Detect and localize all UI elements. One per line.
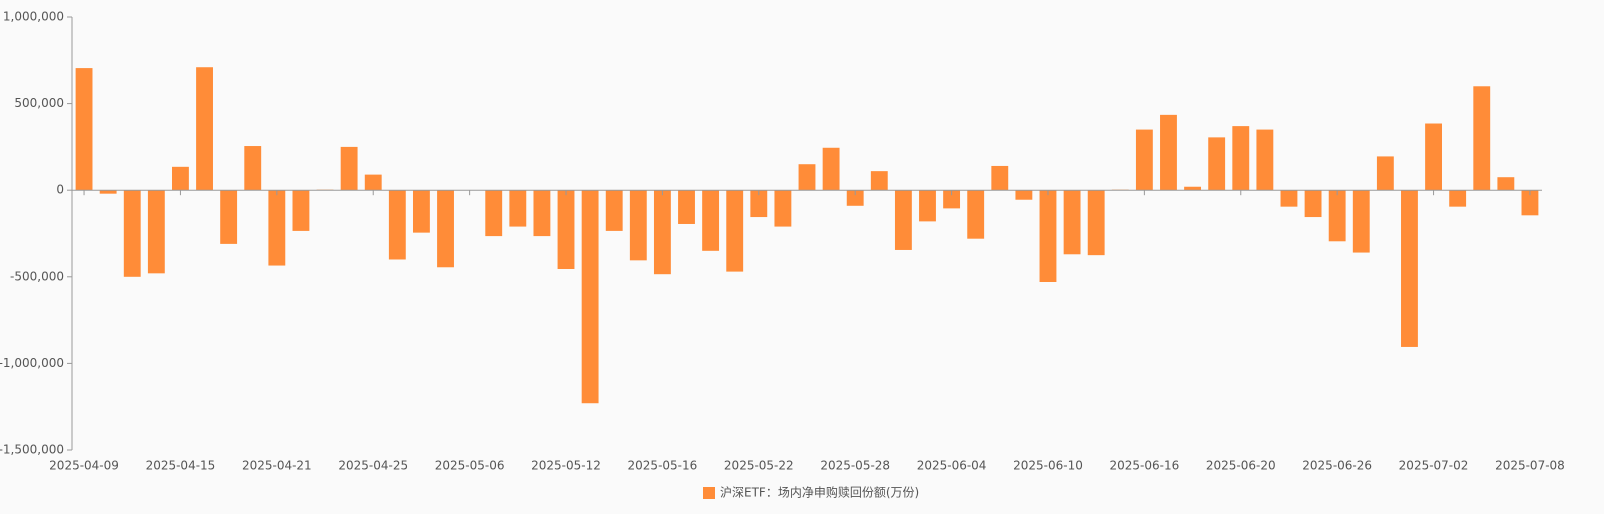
bar xyxy=(268,190,286,266)
bar xyxy=(292,190,310,231)
x-tick-label: 2025-04-21 xyxy=(242,459,312,473)
bar xyxy=(1063,190,1081,255)
bar xyxy=(220,190,238,244)
bar xyxy=(244,146,262,191)
bar xyxy=(605,190,623,231)
bar xyxy=(1135,129,1153,191)
bar xyxy=(412,190,430,233)
bar xyxy=(1425,123,1442,191)
x-tick-label: 2025-05-12 xyxy=(531,459,601,473)
y-tick-label: 1,000,000 xyxy=(3,10,64,24)
x-tick-label: 2025-05-06 xyxy=(435,459,505,473)
x-tick-label: 2025-04-09 xyxy=(49,459,119,473)
bar xyxy=(870,171,888,191)
y-tick-label: -1,000,000 xyxy=(0,356,64,370)
bar xyxy=(437,190,454,268)
bar xyxy=(1160,114,1177,191)
y-tick-label: 0 xyxy=(56,183,64,197)
bar xyxy=(1087,190,1105,256)
bar xyxy=(967,190,985,239)
bar xyxy=(653,190,671,275)
bar xyxy=(1184,186,1202,191)
bar xyxy=(147,190,165,274)
bar xyxy=(1256,129,1274,191)
bar xyxy=(702,190,720,251)
bar xyxy=(533,190,551,237)
bar xyxy=(1039,190,1057,282)
bar xyxy=(1328,190,1346,242)
bar xyxy=(123,190,141,277)
bar xyxy=(1015,190,1033,200)
y-tick-label: -500,000 xyxy=(10,269,64,283)
x-tick-label: 2025-05-28 xyxy=(820,459,890,473)
bar xyxy=(75,68,93,191)
bar xyxy=(1232,126,1250,191)
bar xyxy=(1449,190,1467,207)
bar xyxy=(798,164,816,191)
bar xyxy=(1497,177,1515,191)
bar xyxy=(991,165,1009,191)
x-tick-label: 2025-04-15 xyxy=(146,459,216,473)
x-tick-label: 2025-06-10 xyxy=(1013,459,1083,473)
bar xyxy=(1208,137,1226,191)
bar xyxy=(557,190,575,270)
bar xyxy=(1280,190,1298,207)
bar xyxy=(1401,190,1418,347)
legend-label: 沪深ETF：场内净申购赎回份额(万份) xyxy=(720,485,919,500)
bar xyxy=(1521,190,1539,216)
x-tick-label: 2025-06-04 xyxy=(917,459,987,473)
bar xyxy=(364,174,382,191)
bar xyxy=(678,190,695,224)
x-tick-label: 2025-06-20 xyxy=(1206,459,1276,473)
x-tick-label: 2025-04-25 xyxy=(338,459,408,473)
bar xyxy=(1376,156,1394,191)
bar xyxy=(750,190,768,218)
bar xyxy=(485,190,503,237)
x-tick-label: 2025-07-02 xyxy=(1399,459,1469,473)
x-tick-label: 2025-06-26 xyxy=(1302,459,1372,473)
bar xyxy=(774,190,792,227)
x-tick-label: 2025-05-16 xyxy=(628,459,698,473)
bar xyxy=(99,190,117,194)
bar xyxy=(726,190,744,272)
legend-swatch xyxy=(703,487,715,499)
bar xyxy=(1473,86,1491,191)
bar xyxy=(846,190,864,206)
bar xyxy=(629,190,647,261)
bar xyxy=(196,67,213,191)
y-tick-label: 500,000 xyxy=(14,96,64,110)
bar xyxy=(1352,190,1370,253)
bar xyxy=(1304,190,1322,218)
bar xyxy=(509,190,527,227)
x-tick-label: 2025-07-08 xyxy=(1495,459,1565,473)
x-tick-label: 2025-05-22 xyxy=(724,459,794,473)
bar xyxy=(581,190,599,404)
bar xyxy=(340,146,358,191)
y-tick-label: -1,500,000 xyxy=(0,443,64,457)
x-tick-label: 2025-06-16 xyxy=(1110,459,1180,473)
bar xyxy=(822,147,840,191)
bar xyxy=(943,190,961,209)
bar xyxy=(172,166,189,191)
bar xyxy=(919,190,936,222)
bar xyxy=(894,190,912,250)
bar xyxy=(388,190,406,260)
